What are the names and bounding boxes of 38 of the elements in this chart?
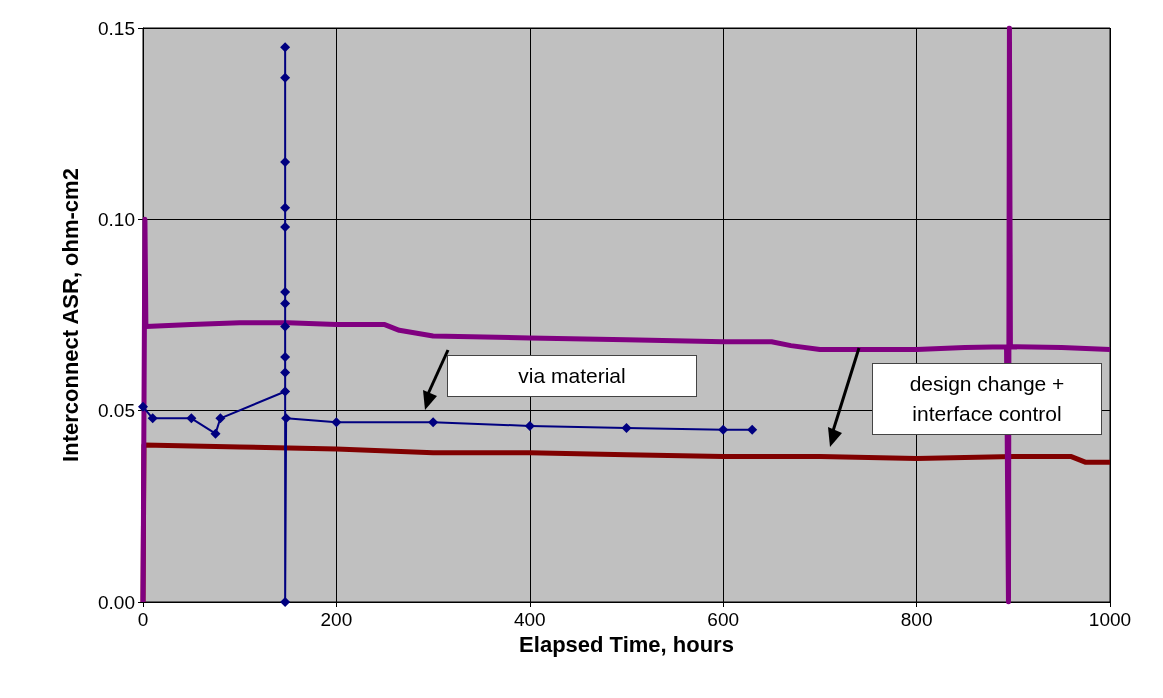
point (280, 156, 291, 167)
point (280, 72, 291, 83)
point (280, 42, 291, 53)
y-tick-label: 0.10 (98, 208, 135, 230)
point (280, 352, 291, 363)
point (280, 321, 291, 332)
point (280, 287, 291, 298)
point (281, 413, 292, 424)
point (280, 298, 291, 309)
point (138, 401, 148, 412)
point (215, 413, 226, 424)
point (747, 424, 758, 435)
y-tick-label: 0.05 (98, 400, 135, 422)
x-tick-label: 400 (513, 609, 546, 630)
y-axis-title: Interconnect ASR, ohm-cm2 (57, 168, 83, 462)
y-tick-label: 0.00 (98, 591, 135, 613)
point (718, 424, 729, 435)
point (280, 386, 291, 397)
point (428, 417, 439, 428)
y-tick-label: 0.15 (98, 17, 135, 39)
x-axis-title: Elapsed Time, hours (519, 632, 734, 658)
x-tick-label: 600 (707, 609, 740, 630)
x-tick-label: 1000 (1088, 609, 1132, 630)
point (186, 413, 197, 424)
x-tick-label: 0 (137, 609, 149, 630)
text-box: via material (447, 355, 697, 397)
point (621, 422, 632, 433)
point (280, 367, 291, 378)
point (331, 417, 342, 428)
point (280, 221, 291, 232)
text-box: design change + interface control (872, 363, 1102, 435)
point (280, 202, 291, 213)
point (524, 420, 535, 431)
x-tick-label: 200 (320, 609, 353, 630)
x-tick-label: 800 (900, 609, 933, 630)
point (147, 413, 158, 424)
point (280, 597, 291, 607)
point (210, 428, 221, 439)
